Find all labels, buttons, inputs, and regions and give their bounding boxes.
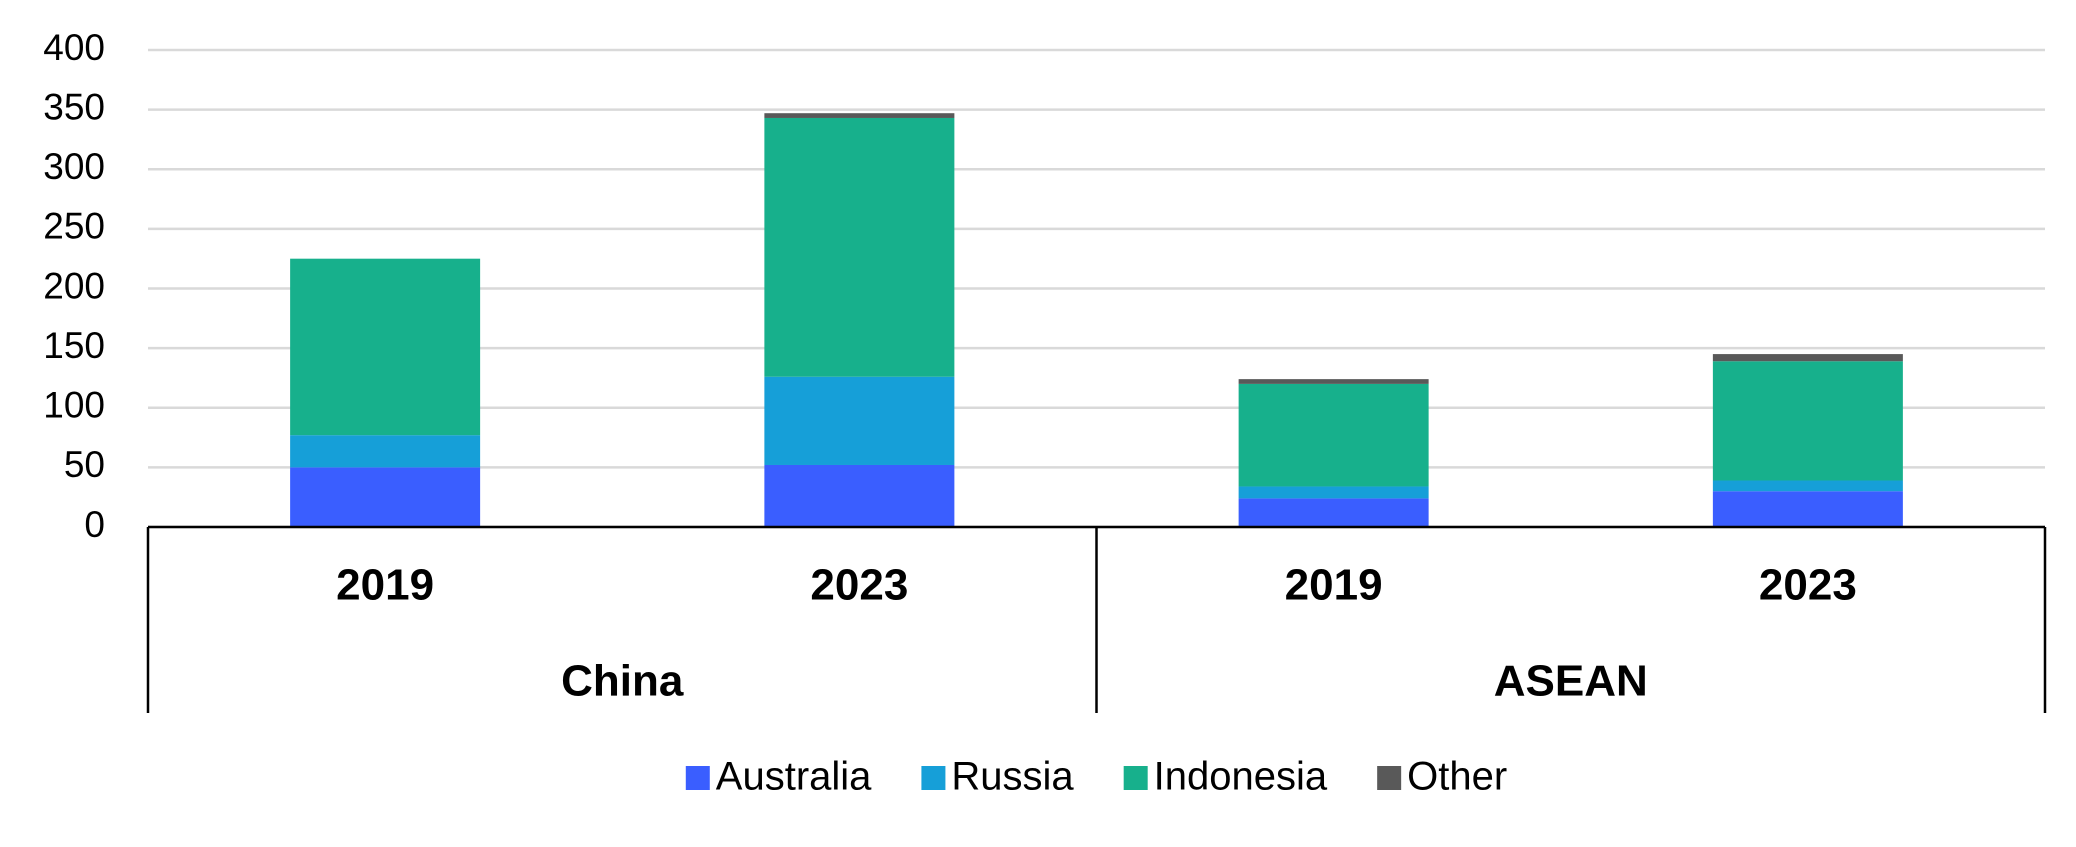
y-tick-label: 300 bbox=[43, 146, 105, 187]
bar-segment bbox=[290, 258, 481, 436]
legend-swatch bbox=[685, 766, 710, 790]
bar-segment bbox=[1712, 491, 1903, 527]
bar-segment bbox=[764, 376, 955, 465]
bar-segment bbox=[290, 435, 481, 468]
bar-segment bbox=[1238, 498, 1429, 527]
x-tick-label: 2023 bbox=[1759, 561, 1857, 610]
bar-segment bbox=[1238, 383, 1429, 487]
legend-swatch bbox=[1123, 766, 1148, 790]
y-tick-label: 350 bbox=[43, 86, 105, 127]
legend-label: Russia bbox=[951, 755, 1074, 799]
legend-label: Indonesia bbox=[1154, 755, 1328, 799]
bar-segment bbox=[1238, 379, 1429, 384]
y-tick-label: 200 bbox=[43, 265, 105, 306]
y-tick-label: 250 bbox=[43, 206, 105, 247]
bar-segment bbox=[1712, 354, 1903, 362]
x-tick-label: 2019 bbox=[336, 561, 434, 610]
bar-segment bbox=[1712, 480, 1903, 492]
bar-segment bbox=[764, 113, 955, 118]
x-tick-label: 2023 bbox=[810, 561, 908, 610]
bar-segment bbox=[764, 464, 955, 527]
bar-segment bbox=[764, 117, 955, 377]
bar-segment bbox=[1238, 486, 1429, 499]
y-tick-label: 0 bbox=[84, 504, 105, 545]
group-label: China bbox=[561, 657, 684, 706]
y-tick-label: 100 bbox=[43, 385, 105, 426]
y-tick-label: 150 bbox=[43, 325, 105, 366]
legend-label: Other bbox=[1407, 755, 1507, 799]
legend-swatch bbox=[1377, 766, 1402, 790]
x-tick-label: 2019 bbox=[1285, 561, 1383, 610]
bar-segment bbox=[290, 467, 481, 527]
group-label: ASEAN bbox=[1494, 657, 1648, 706]
y-tick-label: 400 bbox=[43, 27, 105, 68]
bar-segment bbox=[1712, 361, 1903, 481]
legend-label: Australia bbox=[716, 755, 872, 799]
legend-swatch bbox=[921, 766, 946, 790]
y-tick-label: 50 bbox=[64, 444, 105, 485]
